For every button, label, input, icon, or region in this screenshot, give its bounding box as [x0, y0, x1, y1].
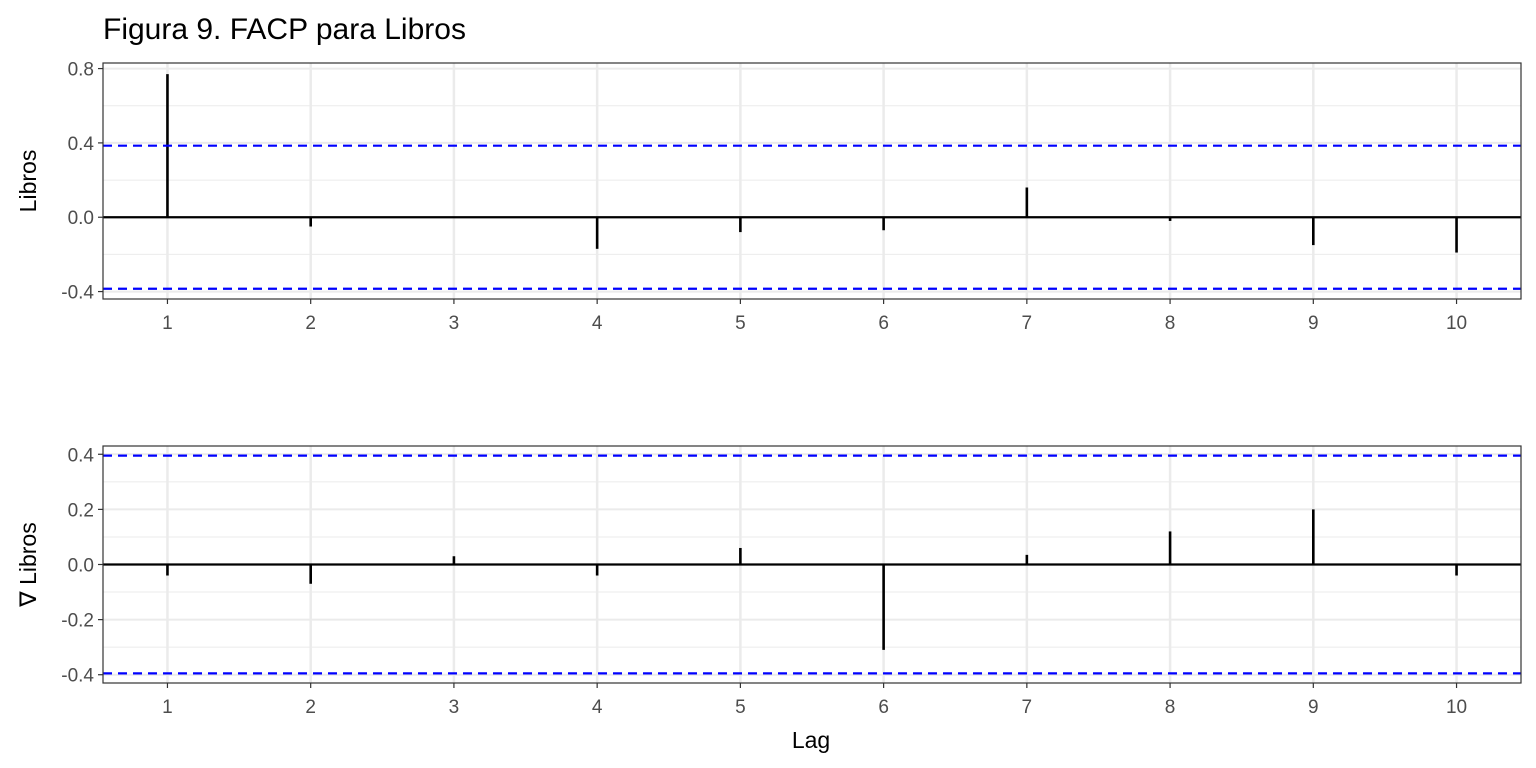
x-tick-label: 10 [1446, 313, 1467, 334]
y-axis-title: Libros [15, 150, 41, 213]
panel-background [103, 63, 1521, 299]
y-tick-label: -0.2 [61, 611, 94, 632]
x-tick-label: 10 [1446, 697, 1467, 718]
x-tick-label: 4 [592, 697, 603, 718]
y-tick-label: 0.0 [68, 556, 94, 577]
y-tick-label: 0.8 [68, 60, 94, 81]
y-tick-label: -0.4 [61, 666, 94, 687]
y-tick-label: 0.2 [68, 500, 94, 521]
x-tick-label: 5 [735, 313, 746, 334]
x-tick-label: 8 [1165, 697, 1176, 718]
x-tick-label: 5 [735, 697, 746, 718]
x-tick-label: 6 [878, 313, 889, 334]
y-tick-label: 0.4 [68, 134, 95, 155]
y-tick-label: -0.4 [61, 283, 94, 304]
panel-border [102, 62, 1522, 300]
x-tick-label: 7 [1022, 697, 1033, 718]
pacf-panel-libros: -0.4 0.0 0.4 0.8 1 2 3 4 5 6 7 8 9 10 Libros [15, 60, 1522, 334]
x-tick-label: 6 [878, 697, 889, 718]
x-tick-label: 8 [1165, 313, 1176, 334]
pacf-panel-diff-libros: -0.4 -0.2 0.0 0.2 0.4 1 2 3 4 5 6 7 8 9 10 ∇ Libros [15, 445, 1522, 718]
y-tick-label: 0.4 [68, 445, 95, 466]
figure-title: Figura 9. FACP para Libros [103, 13, 466, 46]
x-tick-label: 9 [1308, 313, 1319, 334]
x-tick-label: 3 [449, 313, 460, 334]
y-tick-label: 0.0 [68, 208, 94, 229]
y-axis-title: ∇ Libros [15, 522, 41, 607]
x-tick-label: 2 [305, 313, 316, 334]
x-tick-label: 9 [1308, 697, 1319, 718]
x-axis-title: Lag [792, 727, 830, 753]
x-tick-label: 4 [592, 313, 603, 334]
x-tick-label: 1 [162, 697, 173, 718]
x-tick-label: 7 [1022, 313, 1033, 334]
x-tick-label: 1 [162, 313, 173, 334]
x-tick-label: 2 [305, 697, 316, 718]
x-tick-label: 3 [449, 697, 460, 718]
